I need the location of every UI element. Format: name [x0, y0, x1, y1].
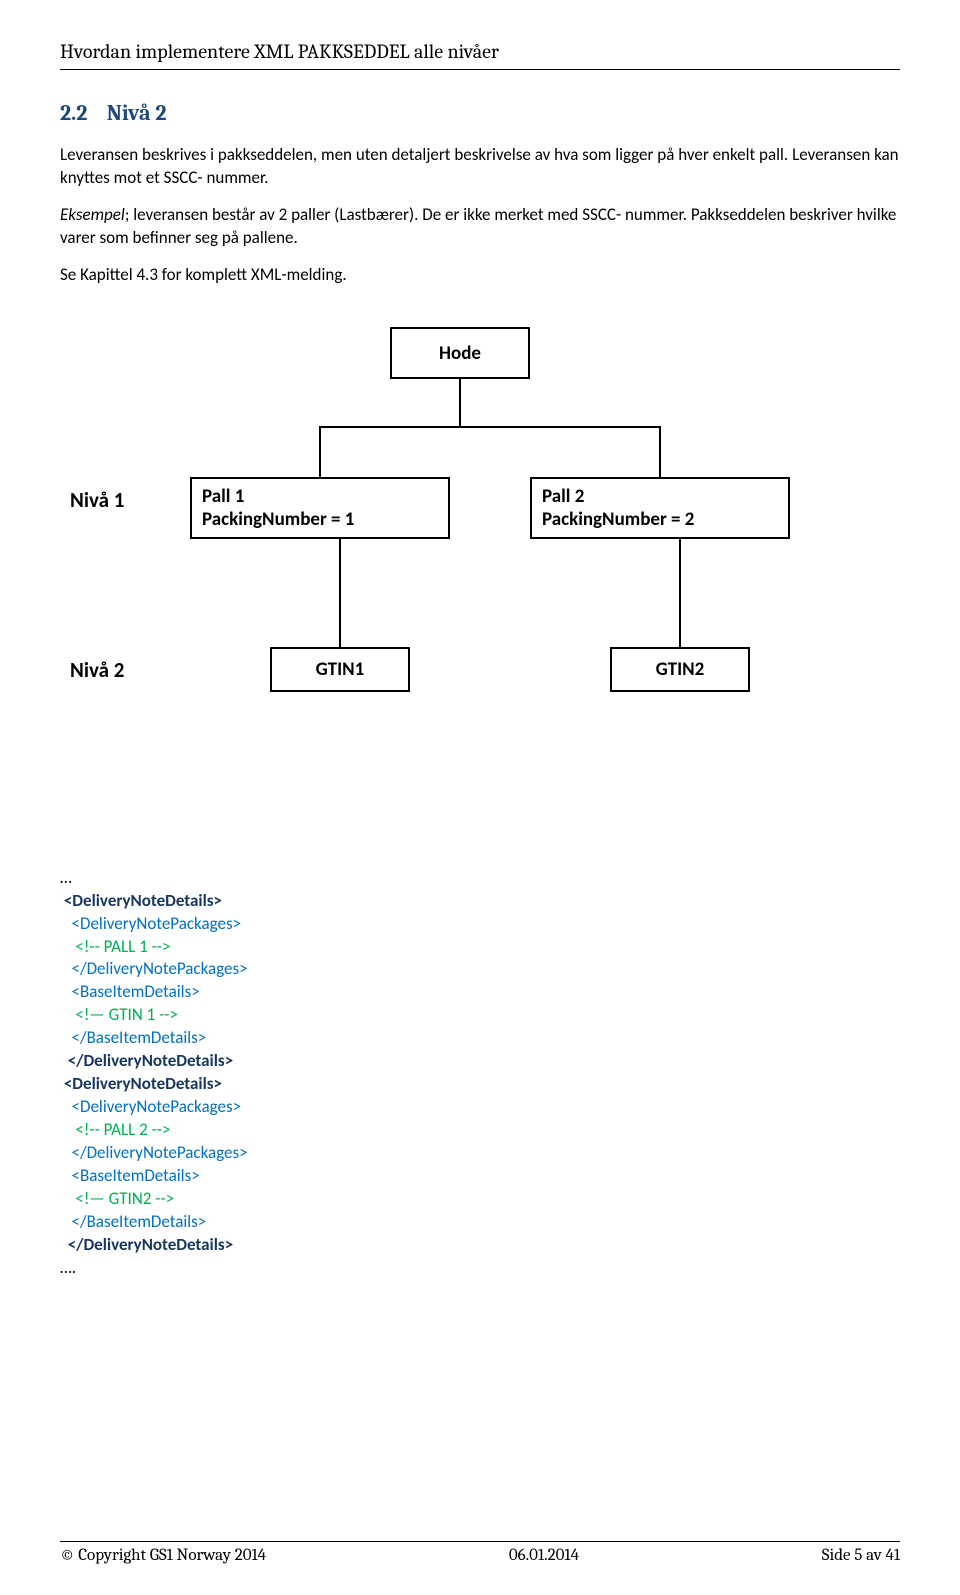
diagram-connectors: [60, 327, 900, 807]
node-pall1-line1: Pall 1: [202, 485, 438, 508]
paragraph-2-italic: Eksempel: [60, 204, 125, 225]
edge-hode-pall1: [320, 379, 460, 477]
node-gtin1-label: GTIN1: [316, 658, 365, 681]
code-ellipsis-bottom: ….: [60, 1257, 76, 1278]
code-dnp-close-1: </DeliveryNotePackages>: [72, 958, 248, 979]
code-dnd-close-1: </DeliveryNoteDetails>: [68, 1050, 233, 1071]
code-ellipsis-top: …: [60, 867, 72, 888]
level-2-label: Nivå 2: [70, 657, 124, 683]
code-dnp-open-2: <DeliveryNotePackages>: [72, 1096, 242, 1117]
section-number: 2.2: [60, 100, 87, 126]
code-bid-close-2: </BaseItemDetails>: [72, 1211, 207, 1232]
paragraph-3: Se Kapittel 4.3 for komplett XML-melding…: [60, 264, 900, 287]
code-dnd-close-2: </DeliveryNoteDetails>: [68, 1234, 233, 1255]
hierarchy-diagram: Nivå 1 Nivå 2 Hode Pall 1 PackingNumber …: [60, 327, 900, 807]
page-footer: © Copyright GS1 Norway 2014 06.01.2014 S…: [60, 1541, 900, 1565]
code-gtin1-comment: <!— GTIN 1 -->: [75, 1004, 178, 1025]
node-hode-label: Hode: [439, 342, 481, 365]
paragraph-1: Leveransen beskrives i pakkseddelen, men…: [60, 144, 900, 190]
footer-right: Side 5 av 41: [822, 1546, 900, 1565]
code-bid-open-1: <BaseItemDetails>: [72, 981, 200, 1002]
paragraph-2-rest: ; leveransen består av 2 paller (Lastbær…: [60, 204, 896, 248]
footer-left: © Copyright GS1 Norway 2014: [60, 1546, 266, 1565]
node-gtin1: GTIN1: [270, 647, 410, 692]
code-pall2-comment: <!-- PALL 2 -->: [75, 1119, 170, 1140]
code-dnd-open-2: <DeliveryNoteDetails>: [64, 1073, 222, 1094]
node-gtin2: GTIN2: [610, 647, 750, 692]
paragraph-2: Eksempel; leveransen består av 2 paller …: [60, 204, 900, 250]
footer-center: 06.01.2014: [509, 1546, 579, 1565]
node-gtin2-label: GTIN2: [656, 658, 705, 681]
code-gtin2-comment: <!— GTIN2 -->: [75, 1188, 174, 1209]
code-bid-open-2: <BaseItemDetails>: [72, 1165, 200, 1186]
node-pall2-line1: Pall 2: [542, 485, 778, 508]
xml-code-block: … <DeliveryNoteDetails> <DeliveryNotePac…: [60, 867, 900, 1280]
page-header-title: Hvordan implementere XML PAKKSEDDEL alle…: [60, 40, 900, 70]
section-heading: 2.2 Nivå 2: [60, 100, 900, 126]
section-title: Nivå 2: [107, 100, 167, 126]
code-dnp-close-2: </DeliveryNotePackages>: [72, 1142, 248, 1163]
code-dnp-open-1: <DeliveryNotePackages>: [72, 913, 242, 934]
node-pall2-line2: PackingNumber = 2: [542, 508, 778, 531]
node-hode: Hode: [390, 327, 530, 379]
node-pall2: Pall 2 PackingNumber = 2: [530, 477, 790, 539]
code-pall1-comment: <!-- PALL 1 -->: [75, 936, 170, 957]
level-1-label: Nivå 1: [70, 487, 124, 513]
node-pall1: Pall 1 PackingNumber = 1: [190, 477, 450, 539]
node-pall1-line2: PackingNumber = 1: [202, 508, 438, 531]
code-bid-close-1: </BaseItemDetails>: [72, 1027, 207, 1048]
edge-hode-pall2: [460, 379, 660, 477]
code-dnd-open-1: <DeliveryNoteDetails>: [64, 890, 222, 911]
